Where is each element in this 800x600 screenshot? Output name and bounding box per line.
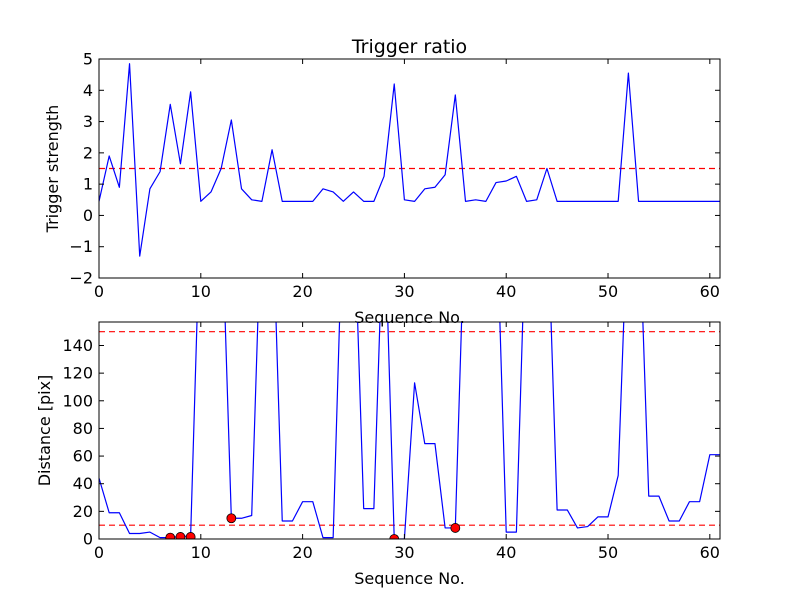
y-axis-label-top: Trigger strength	[43, 105, 62, 234]
x-tick-label: 40	[496, 282, 516, 301]
plot-area-top	[99, 63, 720, 257]
data-point-marker	[226, 513, 237, 524]
data-point-marker	[185, 532, 196, 539]
x-tick-label: 0	[94, 543, 104, 562]
x-tick-label: 60	[700, 543, 720, 562]
x-tick-label: 30	[394, 543, 414, 562]
data-point-marker	[175, 532, 186, 539]
x-axis-label-bottom: Sequence No.	[354, 569, 465, 588]
y-tick-label: 0	[83, 206, 93, 225]
data-point-marker	[165, 532, 176, 539]
axes-frame-top	[98, 58, 721, 279]
y-tick-label: −2	[69, 269, 93, 288]
y-tick-label: 120	[62, 364, 93, 383]
distance-panel: 0 10 20 30 40 50 60 0 20 40 60 80 100 120 140 Sequence…	[35, 321, 721, 588]
trigger-ratio-panel: Trigger ratio 0 10 20 30 40 50 60 −2 −1 0 1 2 3 4 5 Se…	[43, 36, 721, 327]
axes-frame-bottom	[98, 321, 721, 540]
x-tick-label: 40	[496, 543, 516, 562]
y-tick-label: 100	[62, 391, 93, 410]
x-axis-label-top: Sequence No.	[354, 308, 465, 327]
y-axis-label-bottom: Distance [pix]	[35, 375, 54, 487]
y-tick-label: 20	[73, 502, 93, 521]
data-point-marker	[389, 534, 400, 539]
y-tick-label: −1	[69, 237, 93, 256]
x-tick-label: 10	[191, 543, 211, 562]
y-tick-label: 0	[83, 530, 93, 549]
y-tick-label: 1	[83, 175, 93, 194]
x-tick-label: 0	[94, 282, 104, 301]
y-tick-label: 5	[83, 50, 93, 69]
x-tick-label: 30	[394, 282, 414, 301]
x-tick-label: 50	[598, 543, 618, 562]
y-tick-label: 40	[73, 474, 93, 493]
y-tick-label: 80	[73, 419, 93, 438]
x-tick-label: 50	[598, 282, 618, 301]
y-tick-label: 140	[62, 336, 93, 355]
series-line	[99, 322, 720, 539]
x-tick-label: 60	[700, 282, 720, 301]
x-tick-label: 20	[292, 543, 312, 562]
x-tick-label: 10	[191, 282, 211, 301]
series-line	[99, 63, 720, 257]
y-tick-label: 60	[73, 447, 93, 466]
data-point-marker	[450, 523, 461, 533]
plot-area-bottom	[99, 322, 720, 539]
y-tick-label: 2	[83, 143, 93, 162]
x-tick-label: 20	[292, 282, 312, 301]
y-tick-label: 3	[83, 112, 93, 131]
y-tick-label: 4	[83, 81, 93, 100]
chart-title: Trigger ratio	[351, 36, 467, 58]
